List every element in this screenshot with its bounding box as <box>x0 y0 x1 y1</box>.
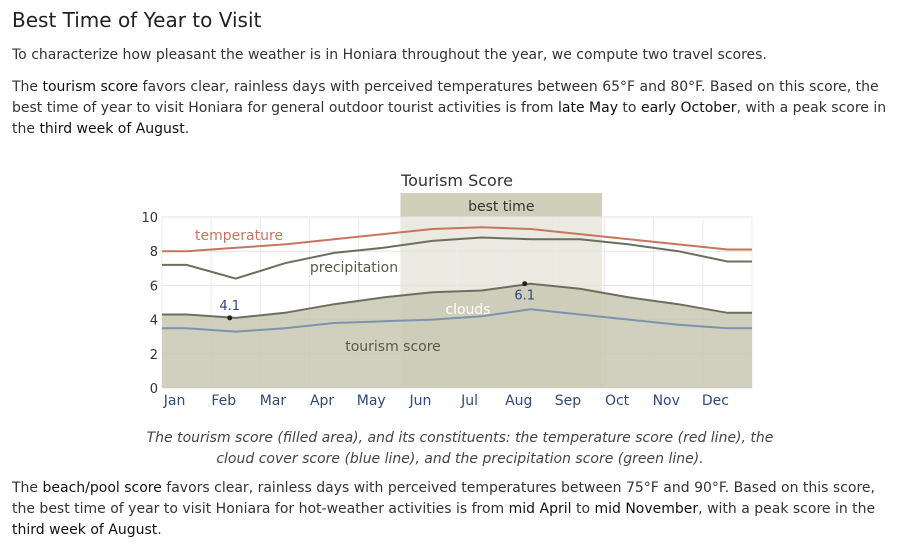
beach-peak-week: third week of August <box>12 522 158 538</box>
x-tick-label: Jan <box>163 393 186 409</box>
best-time-header <box>400 193 603 217</box>
temperature-line <box>162 226 752 253</box>
temperature-label: temperature <box>195 228 283 244</box>
annotation-dot <box>522 281 528 287</box>
peak-week: third week of August <box>39 121 185 137</box>
beach-best-end: mid November <box>594 501 699 517</box>
best-time-label: best time <box>468 199 534 215</box>
beach-best-start: mid April <box>508 501 572 517</box>
chart-caption: The tourism score (filled area), and its… <box>146 430 774 467</box>
tourism-score-area <box>162 283 752 388</box>
beach-score-term: beach/pool score <box>42 480 162 496</box>
annotation-label: 6.1 <box>514 289 535 304</box>
annotation-label: 4.1 <box>219 299 240 314</box>
x-tick-label: May <box>357 393 386 409</box>
x-tick-label: Nov <box>653 393 680 409</box>
precipitation-line <box>162 236 752 280</box>
tourism-paragraph: The tourism score favors clear, rainless… <box>12 79 887 137</box>
y-tick-label: 8 <box>150 245 158 260</box>
y-tick-label: 0 <box>150 382 158 397</box>
x-tick-label: Jun <box>408 393 431 409</box>
x-tick-label: Apr <box>310 393 334 409</box>
y-tick-label: 10 <box>141 211 158 226</box>
tourism-score-term: tourism score <box>42 79 139 95</box>
tourism-score-line <box>162 282 752 319</box>
best-end: early October <box>640 100 737 116</box>
tourism-score-label: tourism score <box>345 339 441 355</box>
x-tick-label: Dec <box>702 393 729 409</box>
y-tick-label: 2 <box>150 348 158 363</box>
x-tick-label: Jul <box>460 393 478 409</box>
x-tick-label: Oct <box>605 393 630 409</box>
beach-paragraph: The beach/pool score favors clear, rainl… <box>12 480 876 538</box>
clouds-label: clouds <box>445 302 490 318</box>
x-tick-label: Feb <box>211 393 236 409</box>
intro-paragraph: To characterize how pleasant the weather… <box>12 47 767 63</box>
y-tick-label: 6 <box>150 279 158 294</box>
best-start: late May <box>558 100 618 116</box>
clouds-line <box>162 308 752 333</box>
x-tick-label: Sep <box>555 393 582 409</box>
annotation-dot <box>227 315 233 321</box>
precipitation-label: precipitation <box>310 260 398 276</box>
caption-tourism-score-term: tourism score <box>177 430 273 446</box>
page-heading: Best Time of Year to Visit <box>12 8 262 32</box>
chart-svg: best time 0 2 4 6 8 10 Jan Feb Mar Apr May Jun Jul Au… <box>141 171 753 409</box>
tourism-score-chart: best time 0 2 4 6 8 10 Jan Feb Mar Apr May Jun Jul Au… <box>0 160 907 480</box>
chart-title: Tourism Score <box>400 171 513 190</box>
x-tick-label: Mar <box>260 393 287 409</box>
y-tick-label: 4 <box>150 314 158 329</box>
x-tick-label: Aug <box>505 393 532 409</box>
